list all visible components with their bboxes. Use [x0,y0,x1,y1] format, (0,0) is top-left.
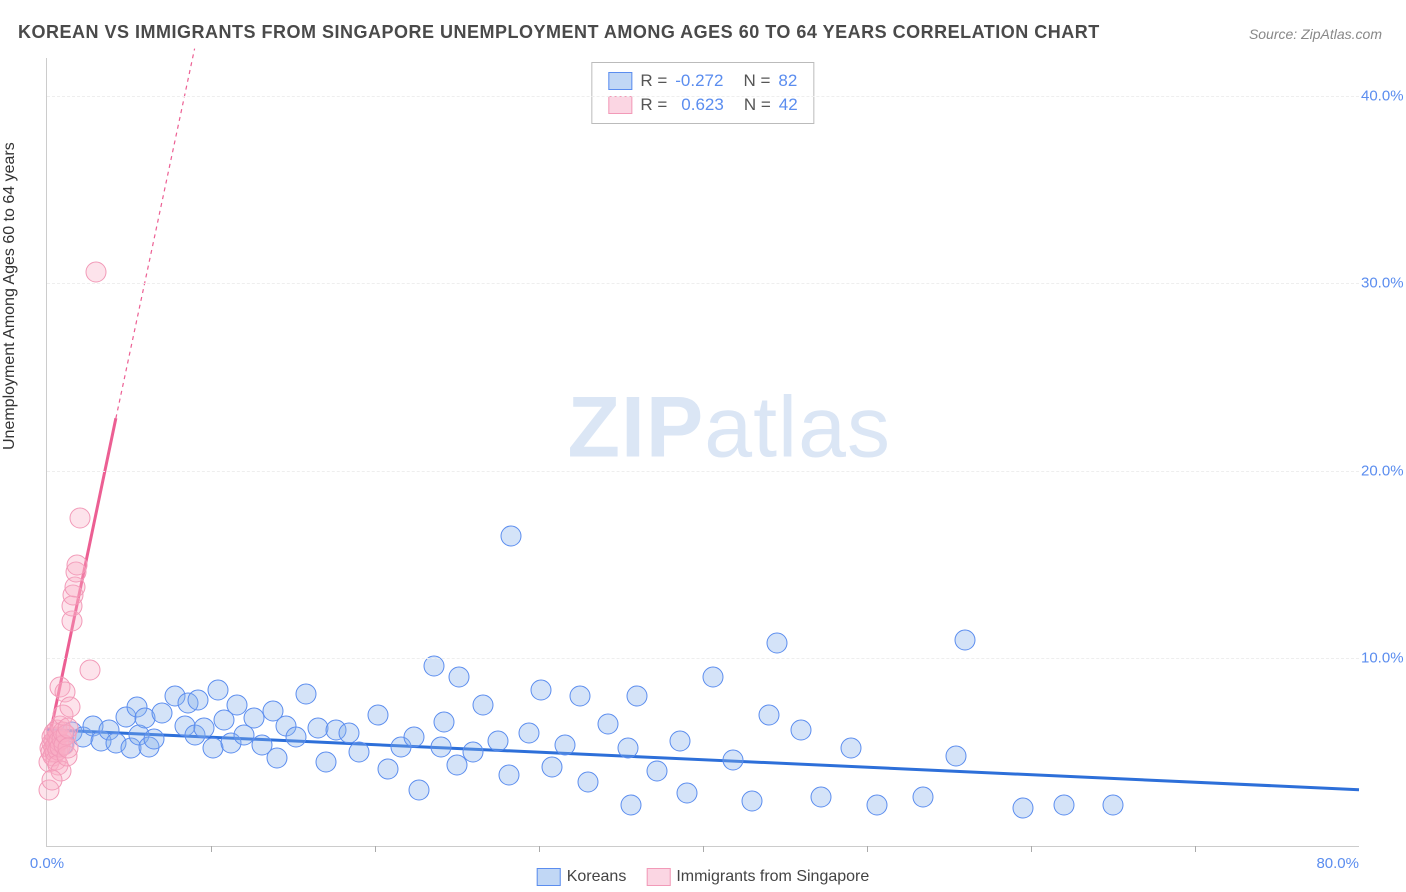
data-point [530,680,551,701]
source-attribution: Source: ZipAtlas.com [1249,26,1382,42]
y-tick-label: 10.0% [1361,650,1405,667]
data-point [501,526,522,547]
data-point [955,629,976,650]
y-tick-label: 30.0% [1361,275,1405,292]
x-tick [1195,846,1196,852]
x-tick [867,846,868,852]
data-point [617,738,638,759]
data-point [378,759,399,780]
x-tick [211,846,212,852]
data-point [499,764,520,785]
swatch-pink-icon [608,96,632,114]
data-point [578,772,599,793]
data-point [555,734,576,755]
data-point [86,261,107,282]
data-point [430,736,451,757]
x-tick [375,846,376,852]
gridline [47,471,1359,472]
x-axis-max-label: 80.0% [1316,855,1359,872]
data-point [143,729,164,750]
x-tick [1031,846,1032,852]
data-point [766,633,787,654]
data-point [41,770,62,791]
data-point [315,751,336,772]
data-point [404,727,425,748]
y-tick-label: 20.0% [1361,462,1405,479]
data-point [742,790,763,811]
data-point [791,719,812,740]
data-point [243,708,264,729]
data-point [676,783,697,804]
data-point [266,747,287,768]
data-point [194,717,215,738]
data-point [702,667,723,688]
series-legend: Koreans Immigrants from Singapore [537,868,870,886]
swatch-blue-icon [608,72,632,90]
data-point [542,757,563,778]
data-point [286,727,307,748]
data-point [348,742,369,763]
legend-row-koreans: R = -0.272 N = 82 [608,69,797,93]
legend-row-singapore: R = 0.623 N = 42 [608,93,797,117]
data-point [57,717,78,738]
data-point [519,723,540,744]
data-point [811,787,832,808]
data-point [433,712,454,733]
data-point [67,554,88,575]
data-point [647,760,668,781]
data-point [368,704,389,725]
swatch-pink-icon [646,868,670,886]
data-point [597,714,618,735]
gridline [47,96,1359,97]
data-point [1012,798,1033,819]
data-point [840,738,861,759]
data-point [463,742,484,763]
data-point [912,787,933,808]
data-point [59,697,80,718]
chart-plot-area: ZIPatlas R = -0.272 N = 82 R = 0.623 N =… [46,58,1359,847]
gridline [47,283,1359,284]
data-point [670,730,691,751]
data-point [570,685,591,706]
data-point [187,689,208,710]
data-point [627,685,648,706]
legend-item-singapore: Immigrants from Singapore [646,868,869,886]
chart-title: KOREAN VS IMMIGRANTS FROM SINGAPORE UNEM… [18,22,1100,43]
data-point [409,779,430,800]
correlation-legend: R = -0.272 N = 82 R = 0.623 N = 42 [591,62,814,124]
data-point [58,738,79,759]
y-tick-label: 40.0% [1361,87,1405,104]
data-point [448,667,469,688]
data-point [79,659,100,680]
legend-item-koreans: Koreans [537,868,627,886]
data-point [296,684,317,705]
gridline [47,658,1359,659]
data-point [722,749,743,770]
data-point [69,507,90,528]
data-point [758,704,779,725]
swatch-blue-icon [537,868,561,886]
x-tick [539,846,540,852]
data-point [1103,794,1124,815]
data-point [151,702,172,723]
data-point [473,695,494,716]
data-point [620,794,641,815]
data-point [488,730,509,751]
data-point [338,723,359,744]
x-axis-min-label: 0.0% [30,855,64,872]
scatter-points-layer [47,58,1359,846]
data-point [1053,794,1074,815]
data-point [866,794,887,815]
data-point [207,680,228,701]
x-tick [703,846,704,852]
y-axis-label: Unemployment Among Ages 60 to 64 years [1,142,19,450]
data-point [945,745,966,766]
